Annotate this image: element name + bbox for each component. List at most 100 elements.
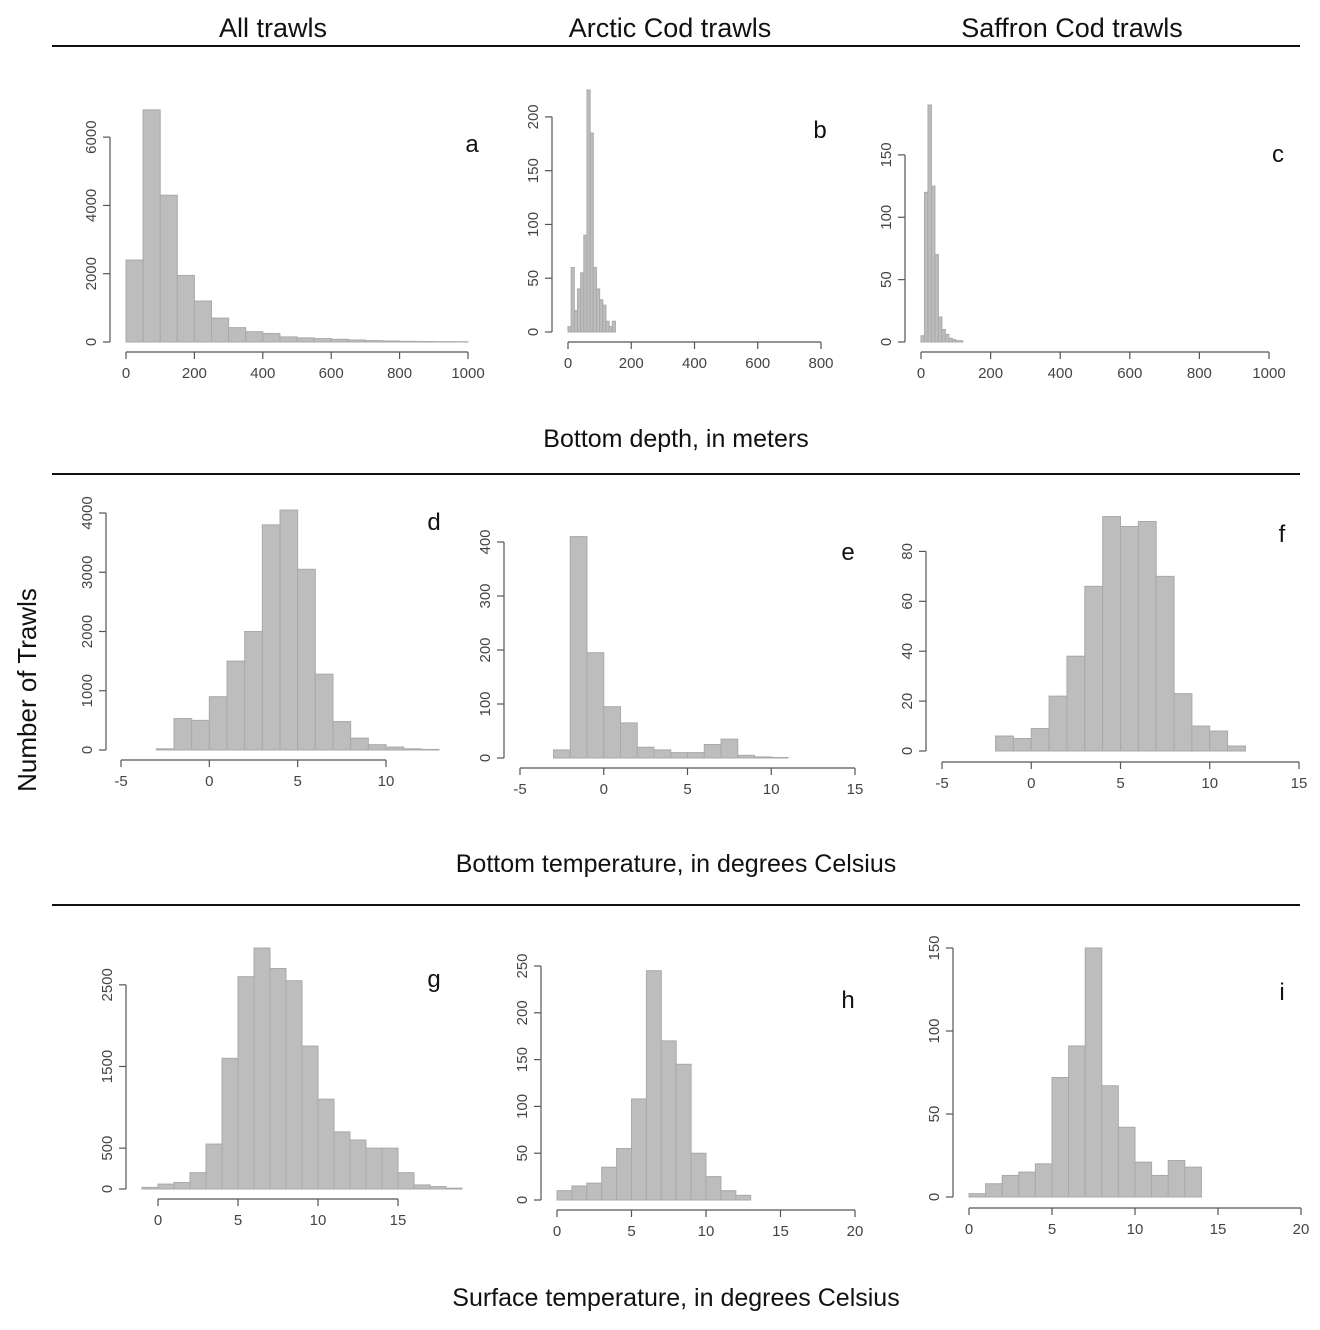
- histogram-bar: [687, 752, 705, 759]
- x-tick-label: 800: [808, 355, 833, 372]
- histogram-bar: [350, 737, 369, 751]
- x-tick-label: 400: [250, 365, 275, 382]
- histogram-bar: [1084, 585, 1104, 752]
- y-tick-label: 40: [899, 643, 916, 660]
- histogram-bar: [125, 259, 144, 343]
- histogram-bar: [261, 524, 281, 751]
- y-tick-label: 150: [926, 935, 943, 960]
- x-tick-label: 1000: [451, 365, 484, 382]
- y-tick-label: 100: [878, 205, 895, 230]
- histogram-bar: [636, 746, 655, 759]
- histogram-bar: [173, 718, 193, 751]
- histogram-bar: [923, 191, 929, 343]
- y-tick-label: 200: [514, 1000, 531, 1025]
- histogram-bar: [420, 748, 440, 751]
- x-tick-label: 400: [1048, 365, 1073, 382]
- histogram-bar: [176, 274, 195, 343]
- histogram-bar: [955, 340, 960, 343]
- x-tick-label: 5: [234, 1212, 242, 1229]
- column-title-saffron-cod: Saffron Cod trawls: [961, 13, 1183, 43]
- x-tick-label: 5: [683, 781, 691, 798]
- x-tick-label: 10: [763, 781, 780, 798]
- y-tick-label: 500: [99, 1136, 116, 1161]
- histogram-bar: [226, 660, 246, 751]
- histogram-bar: [1101, 1085, 1119, 1198]
- histogram-bar: [1034, 1163, 1053, 1198]
- histogram-bar: [1048, 695, 1068, 752]
- x-tick-label: 10: [310, 1212, 327, 1229]
- histogram-bar: [330, 338, 349, 343]
- histogram-bar: [1001, 1174, 1020, 1198]
- x-tick-label: 800: [387, 365, 412, 382]
- histogram-bar: [301, 1045, 319, 1190]
- x-tick-label: 600: [1117, 365, 1142, 382]
- histogram-bar: [445, 1187, 463, 1190]
- histogram-bar: [416, 340, 435, 343]
- panel-letter: b: [813, 117, 826, 144]
- histogram-bar: [968, 1193, 987, 1198]
- y-tick-label: 6000: [83, 120, 100, 153]
- histogram-bar: [653, 749, 672, 759]
- y-tick-label: 80: [899, 543, 916, 560]
- histogram-bar: [1012, 738, 1032, 752]
- histogram-bar: [602, 304, 607, 333]
- y-tick-label: 100: [514, 1094, 531, 1119]
- histogram-bar: [1117, 1126, 1136, 1198]
- histogram-panel-b: 0 200 400 600 800 0 50 100 150 200 b: [525, 89, 834, 372]
- x-tick-label: 0: [917, 365, 925, 382]
- histogram-bar: [556, 1190, 573, 1201]
- y-tick-label: 50: [878, 271, 895, 288]
- x-tick-label: 400: [682, 355, 707, 372]
- histogram-bar: [1068, 1045, 1086, 1198]
- histogram-bar: [1155, 575, 1175, 752]
- histogram-bar: [985, 1183, 1003, 1198]
- y-tick-label: 0: [99, 1185, 116, 1193]
- histogram-bar: [941, 329, 946, 343]
- histogram-panel-g: 0 5 10 15 0 500 1500 2500 g: [99, 947, 463, 1229]
- histogram-bar: [1134, 1161, 1153, 1198]
- histogram-bar: [349, 1139, 367, 1190]
- histogram-bar: [399, 340, 418, 343]
- y-tick-label: 150: [878, 142, 895, 167]
- y-tick-label: 1000: [79, 674, 96, 707]
- histogram-bar: [951, 339, 957, 343]
- y-tick-label: 0: [514, 1196, 531, 1204]
- y-tick-label: 100: [525, 212, 542, 237]
- histogram-bar: [958, 340, 964, 343]
- y-tick-label: 0: [878, 338, 895, 346]
- histogram-bar: [237, 976, 255, 1190]
- histogram-panel-d: -5 0 5 10 0 1000 2000 3000 4000 d: [79, 496, 441, 790]
- histogram-bar: [675, 1063, 692, 1201]
- x-tick-label: 10: [1127, 1221, 1144, 1238]
- histogram-bar: [1209, 730, 1229, 752]
- histogram-bar: [413, 1184, 431, 1190]
- histogram-bar: [211, 317, 230, 343]
- histogram-bar: [189, 1172, 207, 1190]
- y-tick-label: 0: [477, 754, 494, 762]
- x-tick-label: 15: [1291, 775, 1308, 792]
- y-tick-label: 150: [525, 158, 542, 183]
- histogram-bar: [285, 980, 303, 1190]
- panel-letter: a: [465, 131, 479, 158]
- x-tick-label: 15: [1210, 1221, 1227, 1238]
- histogram-bar: [1018, 1171, 1036, 1198]
- histogram-bar: [944, 334, 950, 343]
- histogram-bar: [670, 752, 688, 759]
- row-label-surface-temperature: Surface temperature, in degrees Celsius: [452, 1284, 899, 1312]
- histogram-bar: [1030, 728, 1050, 752]
- histogram-bar: [603, 706, 621, 759]
- histogram-bar: [262, 332, 281, 343]
- y-tick-label: 60: [899, 593, 916, 610]
- histogram-bar: [1167, 1159, 1186, 1198]
- panel-letter: f: [1279, 521, 1286, 548]
- column-title-all-trawls: All trawls: [219, 13, 327, 43]
- y-tick-label: 2000: [83, 257, 100, 290]
- x-tick-label: 15: [772, 1223, 789, 1240]
- histogram-bar: [720, 738, 739, 759]
- histogram-bar: [1066, 655, 1086, 752]
- x-tick-label: 5: [627, 1223, 635, 1240]
- histogram-panel-f: -5 0 5 10 15 0 20 40 60 80 f: [899, 515, 1308, 792]
- y-tick-label: 4000: [83, 189, 100, 222]
- histogram-bar: [332, 721, 352, 751]
